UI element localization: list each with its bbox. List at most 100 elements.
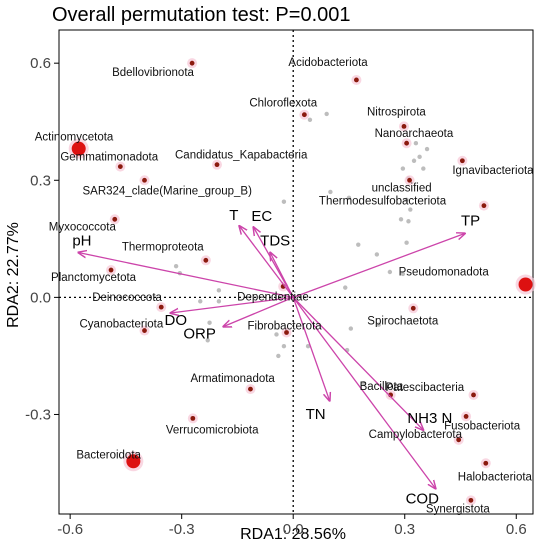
sample-point bbox=[307, 117, 313, 122]
taxon-point bbox=[190, 415, 196, 421]
sample-point bbox=[348, 326, 354, 331]
taxon-label: Thermoproteota bbox=[122, 241, 204, 253]
sample-point bbox=[361, 381, 367, 386]
taxon-point bbox=[189, 60, 195, 66]
env-vector-arrow bbox=[171, 296, 294, 313]
taxon-point bbox=[410, 305, 416, 311]
sample-point bbox=[207, 320, 212, 325]
sample-point bbox=[198, 299, 203, 304]
env-vector-label: TN bbox=[306, 406, 326, 423]
taxon-point bbox=[481, 203, 487, 209]
env-vector-label: ORP bbox=[183, 326, 216, 343]
taxon-point bbox=[483, 460, 489, 466]
sample-point bbox=[421, 166, 426, 171]
plot-frame bbox=[58, 29, 534, 515]
taxon-label: Gemmatimonadota bbox=[60, 152, 158, 164]
taxon-point bbox=[468, 497, 474, 503]
plot-area: -0.6 -0.3 0.0 0.3 0.6 -0.3 0.0 0.3 0.6 Bdellovibr… bbox=[25, 29, 536, 538]
sample-point bbox=[408, 207, 413, 212]
y-tick-label: -0.3 bbox=[25, 406, 51, 423]
y-tick-label: 0.3 bbox=[30, 172, 51, 189]
sample-point bbox=[281, 343, 287, 349]
y-axis-label: RDA2: 22.77% bbox=[5, 222, 22, 328]
env-vector-arrow bbox=[270, 252, 294, 298]
env-vector-arrow bbox=[239, 226, 294, 298]
taxon-point bbox=[142, 177, 147, 183]
sample-point bbox=[274, 332, 279, 337]
taxon-label: Armatimonadota bbox=[190, 373, 275, 385]
sample-point bbox=[404, 197, 409, 202]
taxon-label: Cyanobacteriota bbox=[80, 319, 164, 331]
x-tick-label: -0.3 bbox=[169, 521, 195, 538]
taxon-label: Chloroflexota bbox=[249, 98, 317, 110]
env-vector-label: TP bbox=[461, 212, 480, 229]
taxon-label: Candidatus_Kapabacteria bbox=[175, 150, 308, 162]
env-vector-label: NH3 N bbox=[407, 410, 452, 427]
taxon-point bbox=[284, 330, 289, 335]
sample-point bbox=[356, 242, 361, 247]
taxon-point bbox=[117, 164, 123, 170]
taxon-label: Myxococcota bbox=[49, 221, 117, 233]
sample-point bbox=[376, 322, 381, 327]
taxon-label: unclassified bbox=[372, 182, 432, 194]
taxon-label: Fibrobacterota bbox=[248, 321, 323, 333]
taxon-point bbox=[248, 386, 253, 392]
sample-point bbox=[398, 217, 404, 222]
sample-point bbox=[173, 263, 179, 269]
taxon-label: SAR324_clade(Marine_group_B) bbox=[83, 185, 253, 197]
sample-point bbox=[324, 111, 329, 117]
taxon-point bbox=[456, 437, 462, 443]
taxon-label: Bacteroidota bbox=[76, 449, 141, 461]
taxon-point bbox=[158, 304, 164, 310]
env-vector-arrow bbox=[78, 252, 294, 299]
x-tick-label: 0.6 bbox=[506, 521, 527, 538]
sample-point bbox=[346, 195, 352, 201]
sample-point bbox=[343, 285, 348, 290]
sample-point bbox=[205, 338, 210, 343]
taxon-label: Bdellovibrionota bbox=[112, 67, 194, 79]
env-vector-arrow bbox=[292, 296, 423, 430]
sample-point bbox=[387, 269, 393, 275]
taxon-point bbox=[471, 392, 476, 398]
sample-point bbox=[400, 166, 406, 171]
env-vector-arrow bbox=[292, 296, 435, 488]
x-tick-label: -0.6 bbox=[57, 521, 83, 538]
taxon-label: Campylobacterota bbox=[369, 429, 463, 441]
taxon-point bbox=[407, 177, 412, 183]
taxon-label: Patescibacteria bbox=[386, 382, 465, 394]
taxon-label: Thermodesulfobacteriota bbox=[319, 196, 447, 208]
sample-point bbox=[216, 299, 222, 304]
sample-point bbox=[400, 271, 406, 277]
taxon-point bbox=[404, 140, 409, 146]
x-axis-label: RDA1: 28.56% bbox=[240, 526, 346, 543]
env-vector-label: T bbox=[229, 207, 238, 224]
sample-point bbox=[406, 219, 411, 224]
sample-point bbox=[413, 140, 419, 146]
sample-point bbox=[216, 288, 222, 293]
sample-point bbox=[328, 189, 333, 195]
x-tick-label: 0.0 bbox=[283, 521, 304, 538]
taxon-point bbox=[203, 257, 209, 263]
env-vector-label: pH bbox=[72, 232, 91, 249]
taxon-point bbox=[112, 216, 118, 222]
taxon-label: Bacillota bbox=[360, 381, 404, 393]
taxon-point bbox=[518, 277, 533, 292]
env-vector-arrow bbox=[292, 233, 465, 298]
taxon-label: Fusobacteriota bbox=[444, 420, 521, 432]
taxon-point bbox=[463, 414, 469, 419]
taxon-label: Actinomycetota bbox=[35, 132, 114, 144]
taxon-label: Nitrospirota bbox=[367, 106, 426, 118]
taxon-label: Deinococcota bbox=[92, 292, 162, 304]
taxon-label: Verrucomicrobiota bbox=[166, 424, 259, 436]
y-tick-label: 0.6 bbox=[30, 55, 51, 72]
taxon-point bbox=[142, 328, 147, 333]
taxon-label: Synergistota bbox=[426, 503, 491, 515]
taxon-label: Halobacteriota bbox=[458, 471, 533, 483]
env-vector-label: DO bbox=[165, 312, 188, 329]
sample-point bbox=[281, 199, 287, 204]
taxon-label: Nanoarchaeota bbox=[375, 128, 454, 140]
taxon-point bbox=[459, 158, 465, 164]
taxon-point bbox=[301, 112, 307, 118]
taxon-point bbox=[126, 454, 141, 469]
